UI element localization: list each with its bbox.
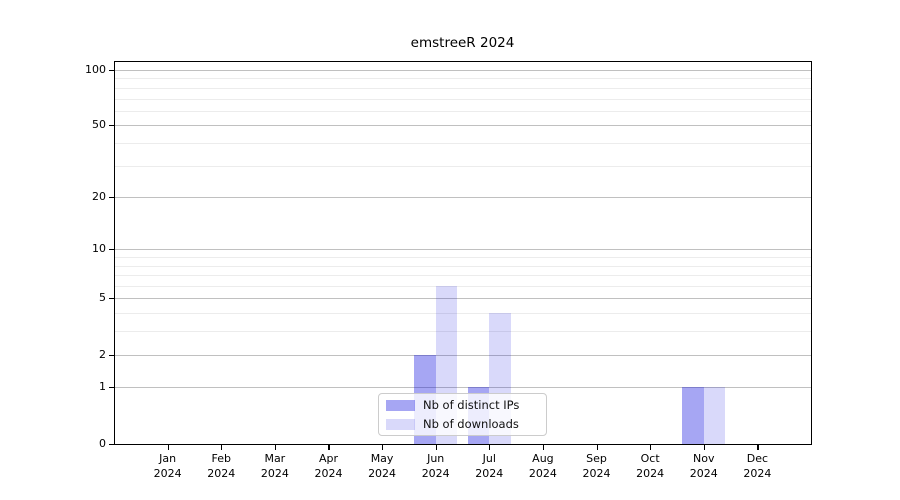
axis-spine-left bbox=[114, 61, 115, 445]
x-tick-label: Aug 2024 bbox=[528, 452, 557, 480]
x-axis-tick bbox=[328, 445, 330, 450]
x-tick-label: Mar 2024 bbox=[260, 452, 289, 480]
legend: Nb of distinct IPs Nb of downloads bbox=[378, 393, 547, 436]
legend-swatch-downloads bbox=[386, 418, 415, 430]
minor-gridline bbox=[114, 166, 811, 167]
major-gridline bbox=[114, 387, 811, 388]
minor-gridline bbox=[114, 88, 811, 89]
minor-gridline bbox=[114, 111, 811, 112]
y-axis-tick bbox=[109, 387, 114, 389]
bar-downloads-nov bbox=[703, 387, 726, 444]
x-tick-label: Dec 2024 bbox=[743, 452, 772, 480]
minor-gridline bbox=[114, 275, 811, 276]
x-axis-tick bbox=[542, 445, 545, 450]
axis-spine-bottom bbox=[114, 444, 812, 445]
x-tick-label: Jun 2024 bbox=[421, 452, 450, 480]
y-tick-label: 1 bbox=[99, 380, 106, 393]
x-axis-tick bbox=[757, 445, 759, 450]
major-gridline bbox=[114, 249, 811, 250]
x-axis-tick bbox=[167, 445, 169, 450]
legend-label-distinct-ips: Nb of distinct IPs bbox=[423, 398, 520, 412]
x-tick-label: Oct 2024 bbox=[636, 452, 665, 480]
x-axis-tick bbox=[435, 445, 437, 450]
major-gridline bbox=[114, 125, 811, 126]
legend-swatch-distinct-ips bbox=[386, 399, 415, 411]
major-gridline bbox=[114, 298, 811, 299]
axis-spine-right bbox=[811, 61, 812, 445]
x-tick-label: Jan 2024 bbox=[153, 452, 182, 480]
x-axis-tick bbox=[703, 445, 705, 450]
minor-gridline bbox=[114, 99, 811, 100]
minor-gridline bbox=[114, 313, 811, 314]
plot-area bbox=[114, 61, 811, 444]
minor-gridline bbox=[114, 331, 811, 332]
y-tick-label: 5 bbox=[99, 291, 106, 304]
y-axis-tick bbox=[109, 444, 114, 446]
y-axis-tick bbox=[109, 197, 114, 199]
y-axis-tick bbox=[109, 249, 114, 251]
x-tick-label: Jul 2024 bbox=[475, 452, 504, 480]
x-axis-tick bbox=[489, 445, 491, 450]
major-gridline bbox=[114, 355, 811, 356]
legend-label-downloads: Nb of downloads bbox=[423, 417, 519, 431]
legend-item-distinct-ips: Nb of distinct IPs bbox=[386, 396, 539, 414]
x-tick-label: Apr 2024 bbox=[314, 452, 343, 480]
x-axis-tick bbox=[650, 445, 652, 450]
x-tick-label: Nov 2024 bbox=[689, 452, 718, 480]
minor-gridline bbox=[114, 286, 811, 287]
y-axis-tick bbox=[109, 355, 114, 357]
major-gridline bbox=[114, 197, 811, 198]
minor-gridline bbox=[114, 143, 811, 144]
x-axis-tick bbox=[382, 445, 384, 450]
axis-spine-top bbox=[114, 61, 811, 62]
minor-gridline bbox=[114, 266, 811, 267]
y-tick-label: 2 bbox=[99, 348, 106, 361]
legend-item-downloads: Nb of downloads bbox=[386, 415, 539, 433]
y-axis-tick bbox=[109, 70, 114, 72]
y-tick-label: 50 bbox=[92, 118, 106, 131]
x-axis-tick bbox=[274, 445, 277, 450]
y-tick-label: 100 bbox=[85, 63, 106, 76]
x-tick-label: Sep 2024 bbox=[582, 452, 611, 480]
y-tick-label: 0 bbox=[99, 437, 106, 450]
bar-distinct-ips-nov bbox=[682, 387, 704, 444]
x-axis-tick bbox=[221, 445, 223, 450]
x-axis-tick bbox=[596, 445, 598, 450]
y-axis-tick bbox=[109, 125, 114, 127]
chart-title: emstreeR 2024 bbox=[410, 35, 515, 51]
minor-gridline bbox=[114, 257, 811, 258]
major-gridline bbox=[114, 70, 811, 71]
y-tick-label: 20 bbox=[92, 190, 106, 203]
x-tick-label: May 2024 bbox=[368, 452, 397, 480]
x-tick-label: Feb 2024 bbox=[207, 452, 236, 480]
minor-gridline bbox=[114, 78, 811, 79]
y-axis-tick bbox=[109, 298, 114, 300]
y-tick-label: 10 bbox=[92, 242, 106, 255]
